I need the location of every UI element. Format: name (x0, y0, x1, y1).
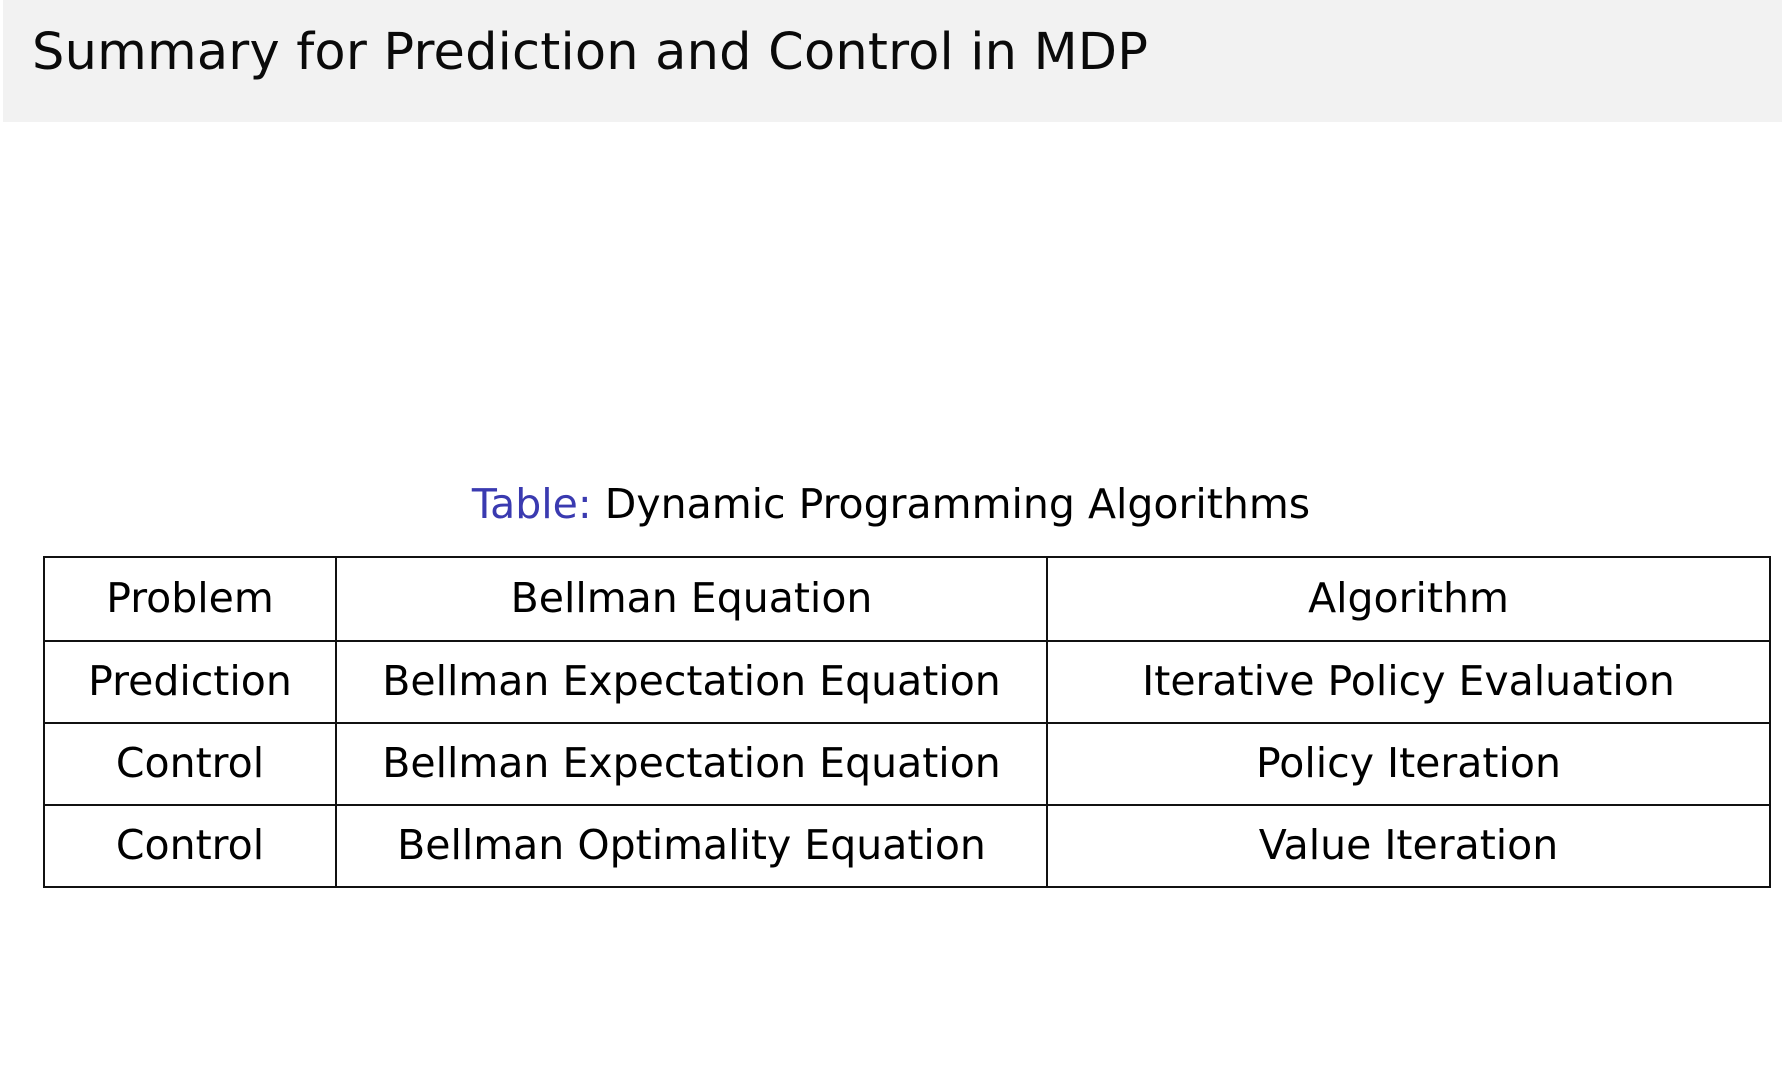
cell-algorithm: Policy Iteration (1046, 722, 1771, 806)
slide-title: Summary for Prediction and Control in MD… (32, 23, 1149, 82)
cell-algorithm: Iterative Policy Evaluation (1046, 640, 1771, 724)
table-header-row: Problem Bellman Equation Algorithm (43, 556, 1771, 642)
dynamic-programming-algorithms-table: Problem Bellman Equation Algorithm Predi… (43, 556, 1771, 888)
table-caption-label: Table: (471, 480, 592, 528)
table-row: Prediction Bellman Expectation Equation … (43, 640, 1771, 724)
table-caption-text: Dynamic Programming Algorithms (604, 480, 1311, 528)
cell-equation: Bellman Expectation Equation (335, 722, 1048, 806)
column-header-problem: Problem (43, 556, 337, 642)
cell-equation: Bellman Expectation Equation (335, 640, 1048, 724)
cell-algorithm: Value Iteration (1046, 804, 1771, 888)
table-row: Control Bellman Optimality Equation Valu… (43, 804, 1771, 888)
table-header: Problem Bellman Equation Algorithm (43, 556, 1771, 642)
cell-equation: Bellman Optimality Equation (335, 804, 1048, 888)
cell-problem: Control (43, 804, 337, 888)
cell-problem: Control (43, 722, 337, 806)
slide-title-bar: Summary for Prediction and Control in MD… (0, 0, 1782, 122)
cell-problem: Prediction (43, 640, 337, 724)
title-bar-left-edge (0, 0, 3, 122)
column-header-equation: Bellman Equation (335, 556, 1048, 642)
table-row: Control Bellman Expectation Equation Pol… (43, 722, 1771, 806)
table-body: Prediction Bellman Expectation Equation … (43, 640, 1771, 888)
column-header-algorithm: Algorithm (1046, 556, 1771, 642)
table-caption: Table: Dynamic Programming Algorithms (0, 478, 1782, 530)
slide-content-area: Table: Dynamic Programming Algorithms Pr… (0, 122, 1782, 1080)
caption-spacer (592, 480, 605, 528)
